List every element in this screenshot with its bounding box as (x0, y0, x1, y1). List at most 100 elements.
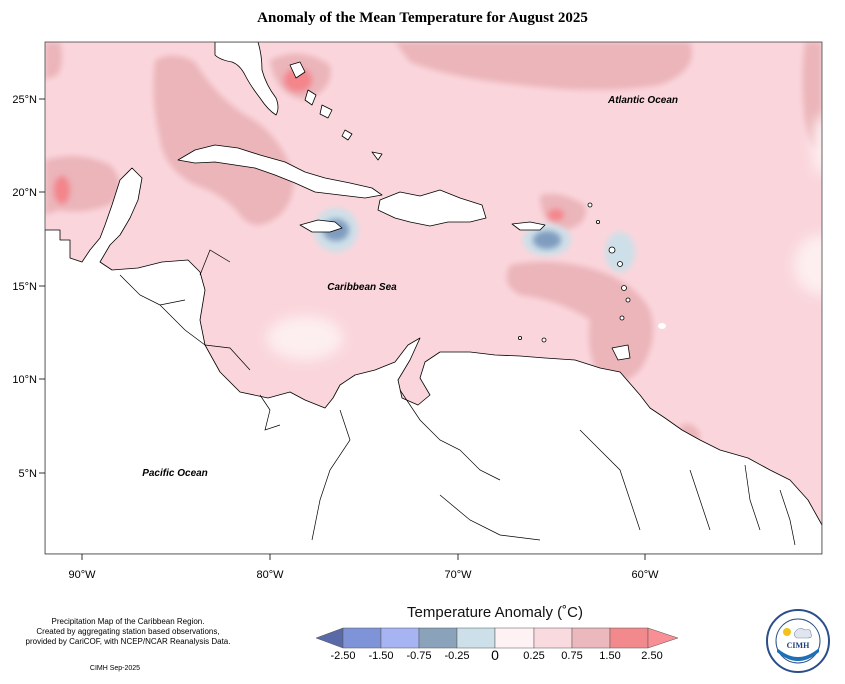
footnote-block: Precipitation Map of the Caribbean Regio… (8, 617, 248, 647)
land-bahamas-1 (289, 61, 306, 79)
land-grenada (619, 315, 625, 321)
land-st-vincent (625, 297, 631, 303)
legend-swatch-9 (647, 627, 679, 649)
label-pacific-ocean: Pacific Ocean (142, 468, 208, 479)
legend-swatch-5 (494, 627, 535, 649)
legend-swatch-2 (380, 627, 420, 649)
neutral-patch-east (794, 235, 822, 295)
land-florida (214, 42, 279, 116)
lon-tick-label-0: 90°W (68, 569, 96, 581)
border-colombia-venezuela (399, 389, 501, 481)
lon-tick-label-3: 60°W (631, 569, 659, 581)
legend-colorbar: -2.50 -1.50 -0.75 -0.25 0 0.25 0.75 1.50… (315, 627, 679, 663)
land-aruba (518, 335, 523, 340)
warm-patch-north-atlantic (395, 42, 692, 90)
warm-patch-cuba (153, 55, 294, 225)
footnote-line-3: provided by CariCOF, with NCEP/NCAR Rean… (25, 637, 231, 646)
legend-label-3: -0.25 (444, 650, 469, 662)
border-guatemala (119, 274, 186, 306)
warm-patch-gulf (45, 42, 63, 80)
hot-spots (54, 68, 564, 221)
land-st-lucia (621, 285, 627, 291)
anomaly-field: Atlantic Ocean Caribbean Sea Pacific Oce… (45, 42, 822, 554)
legend-label-2: -0.75 (406, 650, 431, 662)
border-nicaragua (204, 344, 251, 371)
label-caribbean-sea: Caribbean Sea (327, 282, 397, 293)
land-hispaniola (377, 189, 487, 227)
legend-swatch-1 (342, 627, 382, 649)
legend-swatch-0 (315, 627, 344, 649)
legend-label-6: 0.75 (561, 650, 582, 662)
neutral-patches (267, 115, 822, 360)
land-cuba (177, 144, 383, 199)
logo-sun-icon (783, 628, 791, 636)
land-bahamas-4 (341, 129, 353, 141)
cimh-logo-graphic: CIMH (766, 609, 830, 673)
legend-swatch-4 (456, 627, 496, 649)
land-americas (45, 167, 822, 554)
legend-label-8: 2.50 (641, 650, 662, 662)
land-jamaica (299, 219, 343, 233)
legend-label-5: 0.25 (523, 650, 544, 662)
lon-axis: 90°W 80°W 70°W 60°W (68, 554, 659, 581)
land-guadeloupe (608, 246, 616, 254)
lon-tick-label-2: 70°W (444, 569, 472, 581)
logo-cloud-icon (794, 628, 812, 639)
border-suriname-guiana (744, 464, 761, 531)
land-puerto-rico (511, 221, 546, 231)
land-bahamas-2 (304, 89, 317, 106)
footnote-credit: CIMH Sep-2025 (89, 665, 141, 672)
landmasses (45, 42, 822, 554)
footnote-line-1: Precipitation Map of the Caribbean Regio… (51, 617, 205, 626)
border-brazil (439, 494, 541, 541)
land-trinidad (611, 344, 631, 361)
cool-spot-guadeloupe (605, 232, 635, 272)
legend-swatch-6 (533, 627, 573, 649)
legend-swatch-7 (571, 627, 611, 649)
border-costa-rica (259, 394, 281, 431)
border-belize (199, 249, 231, 276)
hot-spot-bahamas (284, 68, 312, 92)
legend-label-4: 0 (491, 647, 499, 663)
label-atlantic-ocean: Atlantic Ocean (607, 95, 678, 106)
warm-patch-puerto-rico (540, 193, 586, 230)
neutral-patch-east-north (812, 115, 822, 175)
lat-tick-label-0: 25°N (12, 94, 37, 106)
border-venezuela-guyana (579, 429, 641, 531)
border-honduras (159, 304, 206, 346)
border-guyana-suriname (689, 469, 711, 531)
cool-spot-tobago (658, 323, 666, 329)
lon-tick-label-1: 80°W (256, 569, 284, 581)
country-borders (119, 249, 796, 546)
legend-swatch-8 (609, 627, 649, 649)
border-guiana-brazil (779, 489, 796, 546)
land-montserrat (596, 219, 601, 224)
land-dominica (617, 261, 623, 267)
lat-tick-label-3: 10°N (12, 374, 37, 386)
map-title: Anomaly of the Mean Temperature for Augu… (257, 10, 588, 26)
land-curacao (541, 337, 547, 343)
map-frame (44, 41, 823, 555)
lat-tick-label-4: 5°N (19, 468, 38, 480)
land-antigua (587, 202, 593, 208)
neutral-patch-central (267, 316, 343, 360)
hot-spot-yucatan (54, 176, 70, 204)
lat-tick-label-1: 20°N (12, 187, 37, 199)
border-colombia-west (311, 409, 351, 541)
land-turks (371, 151, 383, 161)
logo-wave-icon (777, 648, 819, 661)
legend-label-0: -2.50 (330, 650, 355, 662)
legend-title: Temperature Anomaly (˚C) (407, 604, 583, 621)
legend-label-7: 1.50 (599, 650, 620, 662)
logo-text: CIMH (787, 641, 810, 650)
footnote-line-2: Created by aggregating station based obs… (36, 627, 220, 636)
lat-tick-label-2: 15°N (12, 281, 37, 293)
land-bahamas-3 (319, 104, 333, 119)
legend-label-1: -1.50 (368, 650, 393, 662)
lat-axis: 25°N 20°N 15°N 10°N 5°N (12, 94, 45, 480)
hot-spot-pr (548, 209, 564, 221)
cimh-logo: CIMH (765, 608, 831, 674)
legend-swatch-3 (418, 627, 458, 649)
cool-spot-pr (533, 231, 561, 249)
